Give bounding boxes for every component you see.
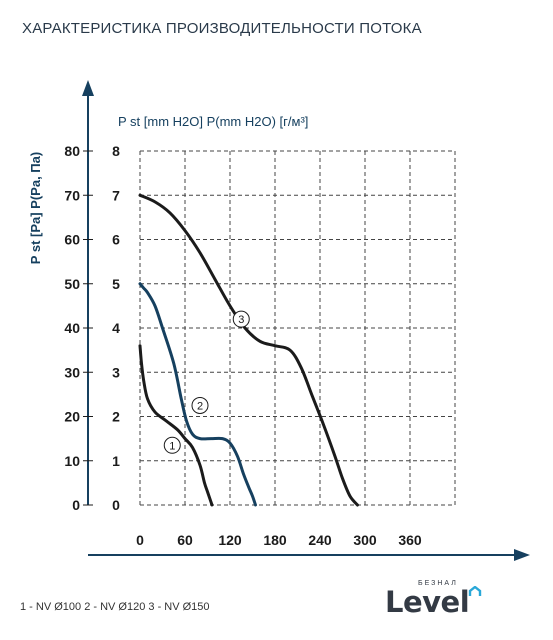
x-axis-arrow-icon <box>514 549 530 561</box>
series-line-2 <box>138 282 257 507</box>
series-marker-2: 2 <box>191 396 209 414</box>
chart-axes <box>82 80 530 561</box>
series-legend: 1 - NV Ø100 2 - NV Ø120 3 - NV Ø150 <box>20 601 210 613</box>
y-tick-label-pa: 20 <box>64 409 80 425</box>
y-tick-label-mm: 2 <box>112 409 120 425</box>
y-axis-label-left: P st [Pa] P(Pa, Па) <box>28 152 43 264</box>
logo: БЕЗНАЛ Level <box>385 580 485 630</box>
x-tick-label: 120 <box>218 532 242 548</box>
x-tick-label: 360 <box>398 532 422 548</box>
y-axis-label-right: P st [mm H2O] P(mm H2O) [г/м³] <box>118 114 308 129</box>
y-tick-label-mm: 7 <box>112 187 120 203</box>
marker-label: 3 <box>238 314 244 326</box>
y-tick-label-mm: 6 <box>112 232 120 248</box>
chart-axis-labels: P st [Pa] P(Pa, Па) P st [mm H2O] P(mm H… <box>28 114 308 264</box>
marker-label: 1 <box>169 440 175 452</box>
y-tick-label-pa: 80 <box>64 143 80 159</box>
logo-subtitle: БЕЗНАЛ <box>418 580 458 587</box>
y-tick-label-mm: 0 <box>112 497 120 513</box>
page-title: ХАРАКТЕРИСТИКА ПРОИЗВОДИТЕЛЬНОСТИ ПОТОКА <box>22 20 422 37</box>
marker-circle <box>232 310 250 328</box>
y-axis-arrow-icon <box>82 80 94 96</box>
y-tick-label-pa: 40 <box>64 320 80 336</box>
y-tick-label-pa: 60 <box>64 232 80 248</box>
series-marker-1: 1 <box>163 436 181 454</box>
marker-circle <box>163 436 181 454</box>
y-tick-label-pa: 70 <box>64 187 80 203</box>
y-tick-label-mm: 1 <box>112 453 120 469</box>
x-tick-label: 240 <box>308 532 332 548</box>
y-tick-label-pa: 0 <box>72 497 80 513</box>
y-tick-label-pa: 30 <box>64 364 80 380</box>
chart-series <box>138 193 359 507</box>
y-tick-label-pa: 10 <box>64 453 80 469</box>
x-tick-label: 180 <box>263 532 287 548</box>
x-tick-label: 60 <box>177 532 193 548</box>
series-line-3 <box>138 193 359 507</box>
marker-label: 2 <box>197 400 203 412</box>
y-tick-label-mm: 3 <box>112 364 120 380</box>
x-tick-label: 300 <box>353 532 377 548</box>
logo-arrow-icon <box>468 586 482 596</box>
chart-grid <box>139 150 456 506</box>
chart-markers: 1 2 3 <box>163 310 250 454</box>
y-tick-label-pa: 50 <box>64 276 80 292</box>
y-tick-label-mm: 5 <box>112 276 120 292</box>
series-marker-3: 3 <box>232 310 250 328</box>
marker-circle <box>191 396 209 414</box>
series-line-1 <box>138 344 214 507</box>
logo-text: Level <box>385 585 470 619</box>
x-tick-label: 0 <box>136 532 144 548</box>
y-tick-label-mm: 8 <box>112 143 120 159</box>
y-tick-label-mm: 4 <box>112 320 120 336</box>
